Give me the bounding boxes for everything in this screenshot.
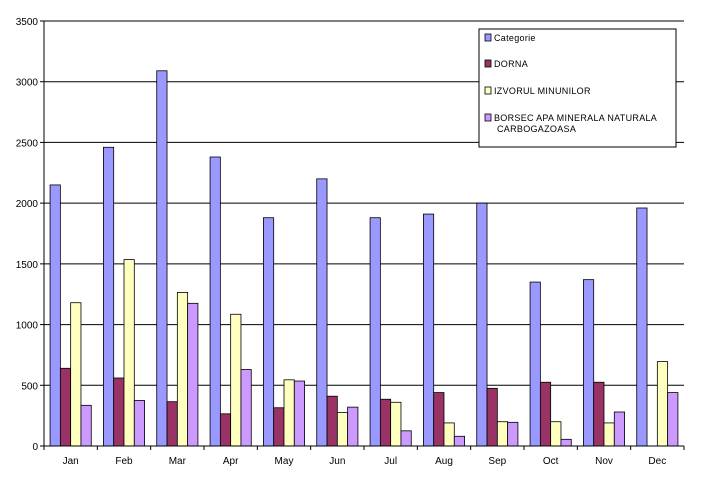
x-tick-label: May	[275, 456, 294, 467]
bar-izvorul-dec	[656, 361, 669, 447]
bar-categorie-oct	[529, 281, 541, 447]
legend-label: IZVORUL MINUNILOR	[494, 86, 591, 96]
bar-izvorul-oct	[550, 421, 562, 447]
bar-dorna-mar	[166, 401, 178, 447]
x-tick-label: Jun	[329, 456, 345, 467]
x-tick-label: Apr	[223, 456, 239, 467]
bar-borsec-oct	[560, 438, 572, 447]
bar-borsec-sep	[507, 421, 519, 447]
x-tick-label: Oct	[543, 456, 559, 467]
x-tick-label: Jul	[384, 456, 397, 467]
y-tick-label: 2000	[16, 199, 39, 210]
bar-izvorul-jun	[336, 412, 349, 447]
bar-dorna-jun	[326, 395, 338, 447]
bar-dorna-nov	[593, 381, 605, 447]
y-tick-label: 500	[21, 381, 38, 392]
legend: Categorie DORNA IZVORUL MINUNILOR BORSEC AP…	[478, 28, 677, 148]
bar-izvorul-may	[283, 379, 295, 447]
bar-categorie-jan	[49, 184, 61, 447]
bar-borsec-may	[293, 380, 305, 447]
bar-categorie-jul	[369, 217, 381, 447]
x-tick-label: Feb	[115, 456, 133, 467]
bar-izvorul-sep	[496, 421, 509, 447]
y-tick-label: 1500	[16, 260, 39, 271]
bar-dorna-apr	[219, 413, 232, 447]
legend-swatch	[484, 33, 492, 42]
legend-swatch	[484, 113, 492, 122]
grid-lines	[44, 20, 684, 447]
bar-izvorul-aug	[443, 422, 455, 447]
bar-borsec-nov	[613, 411, 625, 447]
bar-izvorul-jan	[70, 302, 82, 447]
bar-categorie-nov	[583, 279, 595, 447]
bar-categorie-jun	[316, 178, 328, 447]
x-tick-label: Nov	[595, 456, 613, 467]
bar-dorna-feb	[113, 377, 125, 447]
bar-categorie-sep	[476, 202, 488, 447]
y-axis-ticks: 0 500 1000 1500 2000 2500 3000 3500	[16, 17, 44, 453]
y-tick-label: 2500	[16, 138, 39, 149]
x-axis-ticks: Jan Feb Mar Apr May Jun Jul Aug Sep Oct Nov Dec	[43, 446, 685, 467]
bar-categorie-aug	[422, 213, 435, 447]
x-tick-label: Mar	[169, 456, 187, 467]
bar-borsec-feb	[133, 400, 146, 447]
bar-borsec-jul	[400, 430, 412, 447]
y-tick-label: 3000	[16, 78, 39, 89]
bar-dorna-may	[273, 407, 285, 447]
legend-label: CARBOGAZOASA	[497, 124, 576, 134]
bar-categorie-may	[262, 217, 275, 447]
legend-label: Categorie	[494, 33, 536, 43]
bar-borsec-mar	[187, 302, 199, 447]
bar-dorna-oct	[539, 381, 552, 447]
x-tick-label: Dec	[648, 456, 666, 467]
bar-izvorul-apr	[230, 313, 242, 447]
x-tick-label: Jan	[63, 456, 79, 467]
bar-borsec-jan	[80, 404, 92, 447]
bar-categorie-dec	[636, 207, 648, 447]
legend-swatch	[484, 59, 492, 68]
bar-categorie-mar	[156, 70, 168, 447]
bar-dorna-jan	[59, 367, 72, 447]
bar-borsec-apr	[240, 369, 252, 447]
y-tick-label: 3500	[16, 17, 39, 28]
x-tick-label: Sep	[488, 456, 506, 467]
bar-borsec-aug	[453, 435, 465, 447]
bar-izvorul-nov	[603, 422, 615, 447]
legend-swatch	[484, 86, 492, 95]
bar-categorie-feb	[103, 146, 115, 447]
bar-borsec-jun	[347, 406, 359, 447]
x-tick-label: Aug	[435, 456, 453, 467]
bar-izvorul-jul	[390, 401, 402, 447]
bar-categorie-apr	[209, 156, 221, 447]
y-tick-label: 1000	[16, 321, 39, 332]
legend-box	[478, 28, 677, 148]
bar-izvorul-feb	[123, 259, 135, 447]
bar-izvorul-mar	[176, 291, 189, 447]
legend-label: DORNA	[494, 59, 528, 69]
legend-label: BORSEC APA MINERALA NATURALA	[494, 113, 657, 123]
y-tick-label: 0	[32, 442, 38, 453]
bar-dorna-sep	[486, 387, 498, 447]
bar-dorna-jul	[379, 398, 392, 447]
bar-borsec-dec	[667, 392, 679, 447]
bar-dorna-aug	[433, 392, 445, 447]
